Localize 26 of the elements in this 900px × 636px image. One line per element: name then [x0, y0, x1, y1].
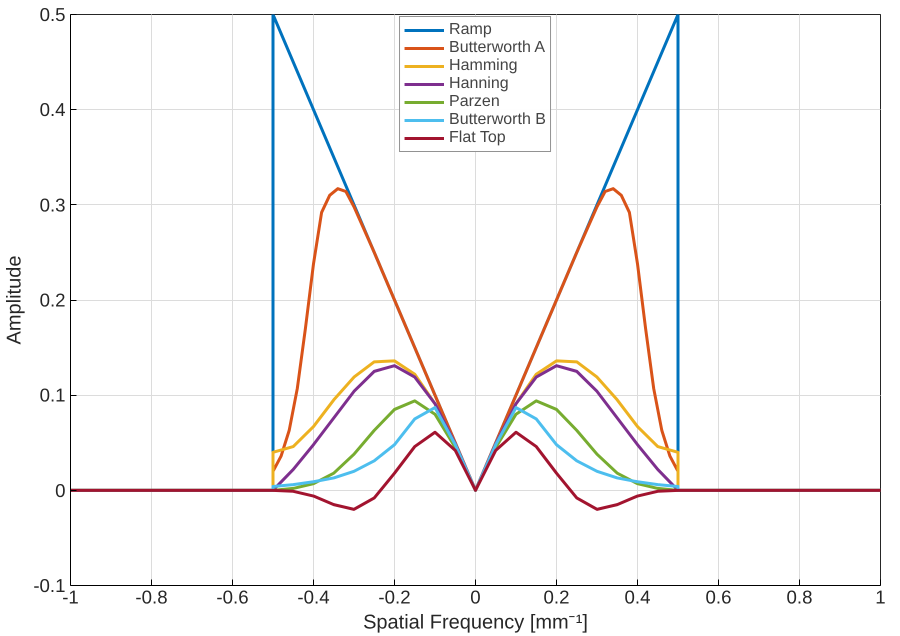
line-series	[70, 430, 880, 511]
x-tick-label: -0.8	[135, 586, 168, 608]
legend-label: Hamming	[449, 57, 518, 75]
y-axis-title: Amplitude	[3, 256, 26, 344]
y-tick-label: 0.3	[40, 194, 66, 216]
y-tick-label: 0.5	[40, 4, 66, 25]
legend-label: Butterworth B	[449, 111, 546, 129]
x-tick-label: 0.6	[706, 586, 732, 608]
x-tick-label: 0.2	[544, 586, 570, 608]
x-tick-label: 1	[875, 586, 886, 608]
legend-label: Parzen	[449, 93, 500, 111]
x-tick-label: 0.4	[624, 586, 650, 608]
y-tick-label: 0.2	[40, 290, 66, 310]
legend-label: Butterworth A	[449, 39, 546, 57]
x-tick-label: 0.8	[786, 586, 812, 608]
x-tick-label: -0.2	[378, 586, 411, 608]
y-tick-label: 0.4	[40, 99, 66, 120]
x-tick-label: -0.4	[297, 586, 330, 608]
x-axis-title: Spatial Frequency [mm⁻¹]	[363, 612, 588, 634]
legend-label: Ramp	[449, 21, 492, 39]
y-tick-label: 0.1	[40, 384, 66, 406]
legend-label: Hanning	[449, 75, 509, 93]
x-tick-label: 0	[470, 586, 481, 608]
x-tick-label: -0.6	[216, 586, 249, 608]
y-tick-label: 0	[55, 480, 66, 501]
legend-label: Flat Top	[449, 129, 506, 147]
